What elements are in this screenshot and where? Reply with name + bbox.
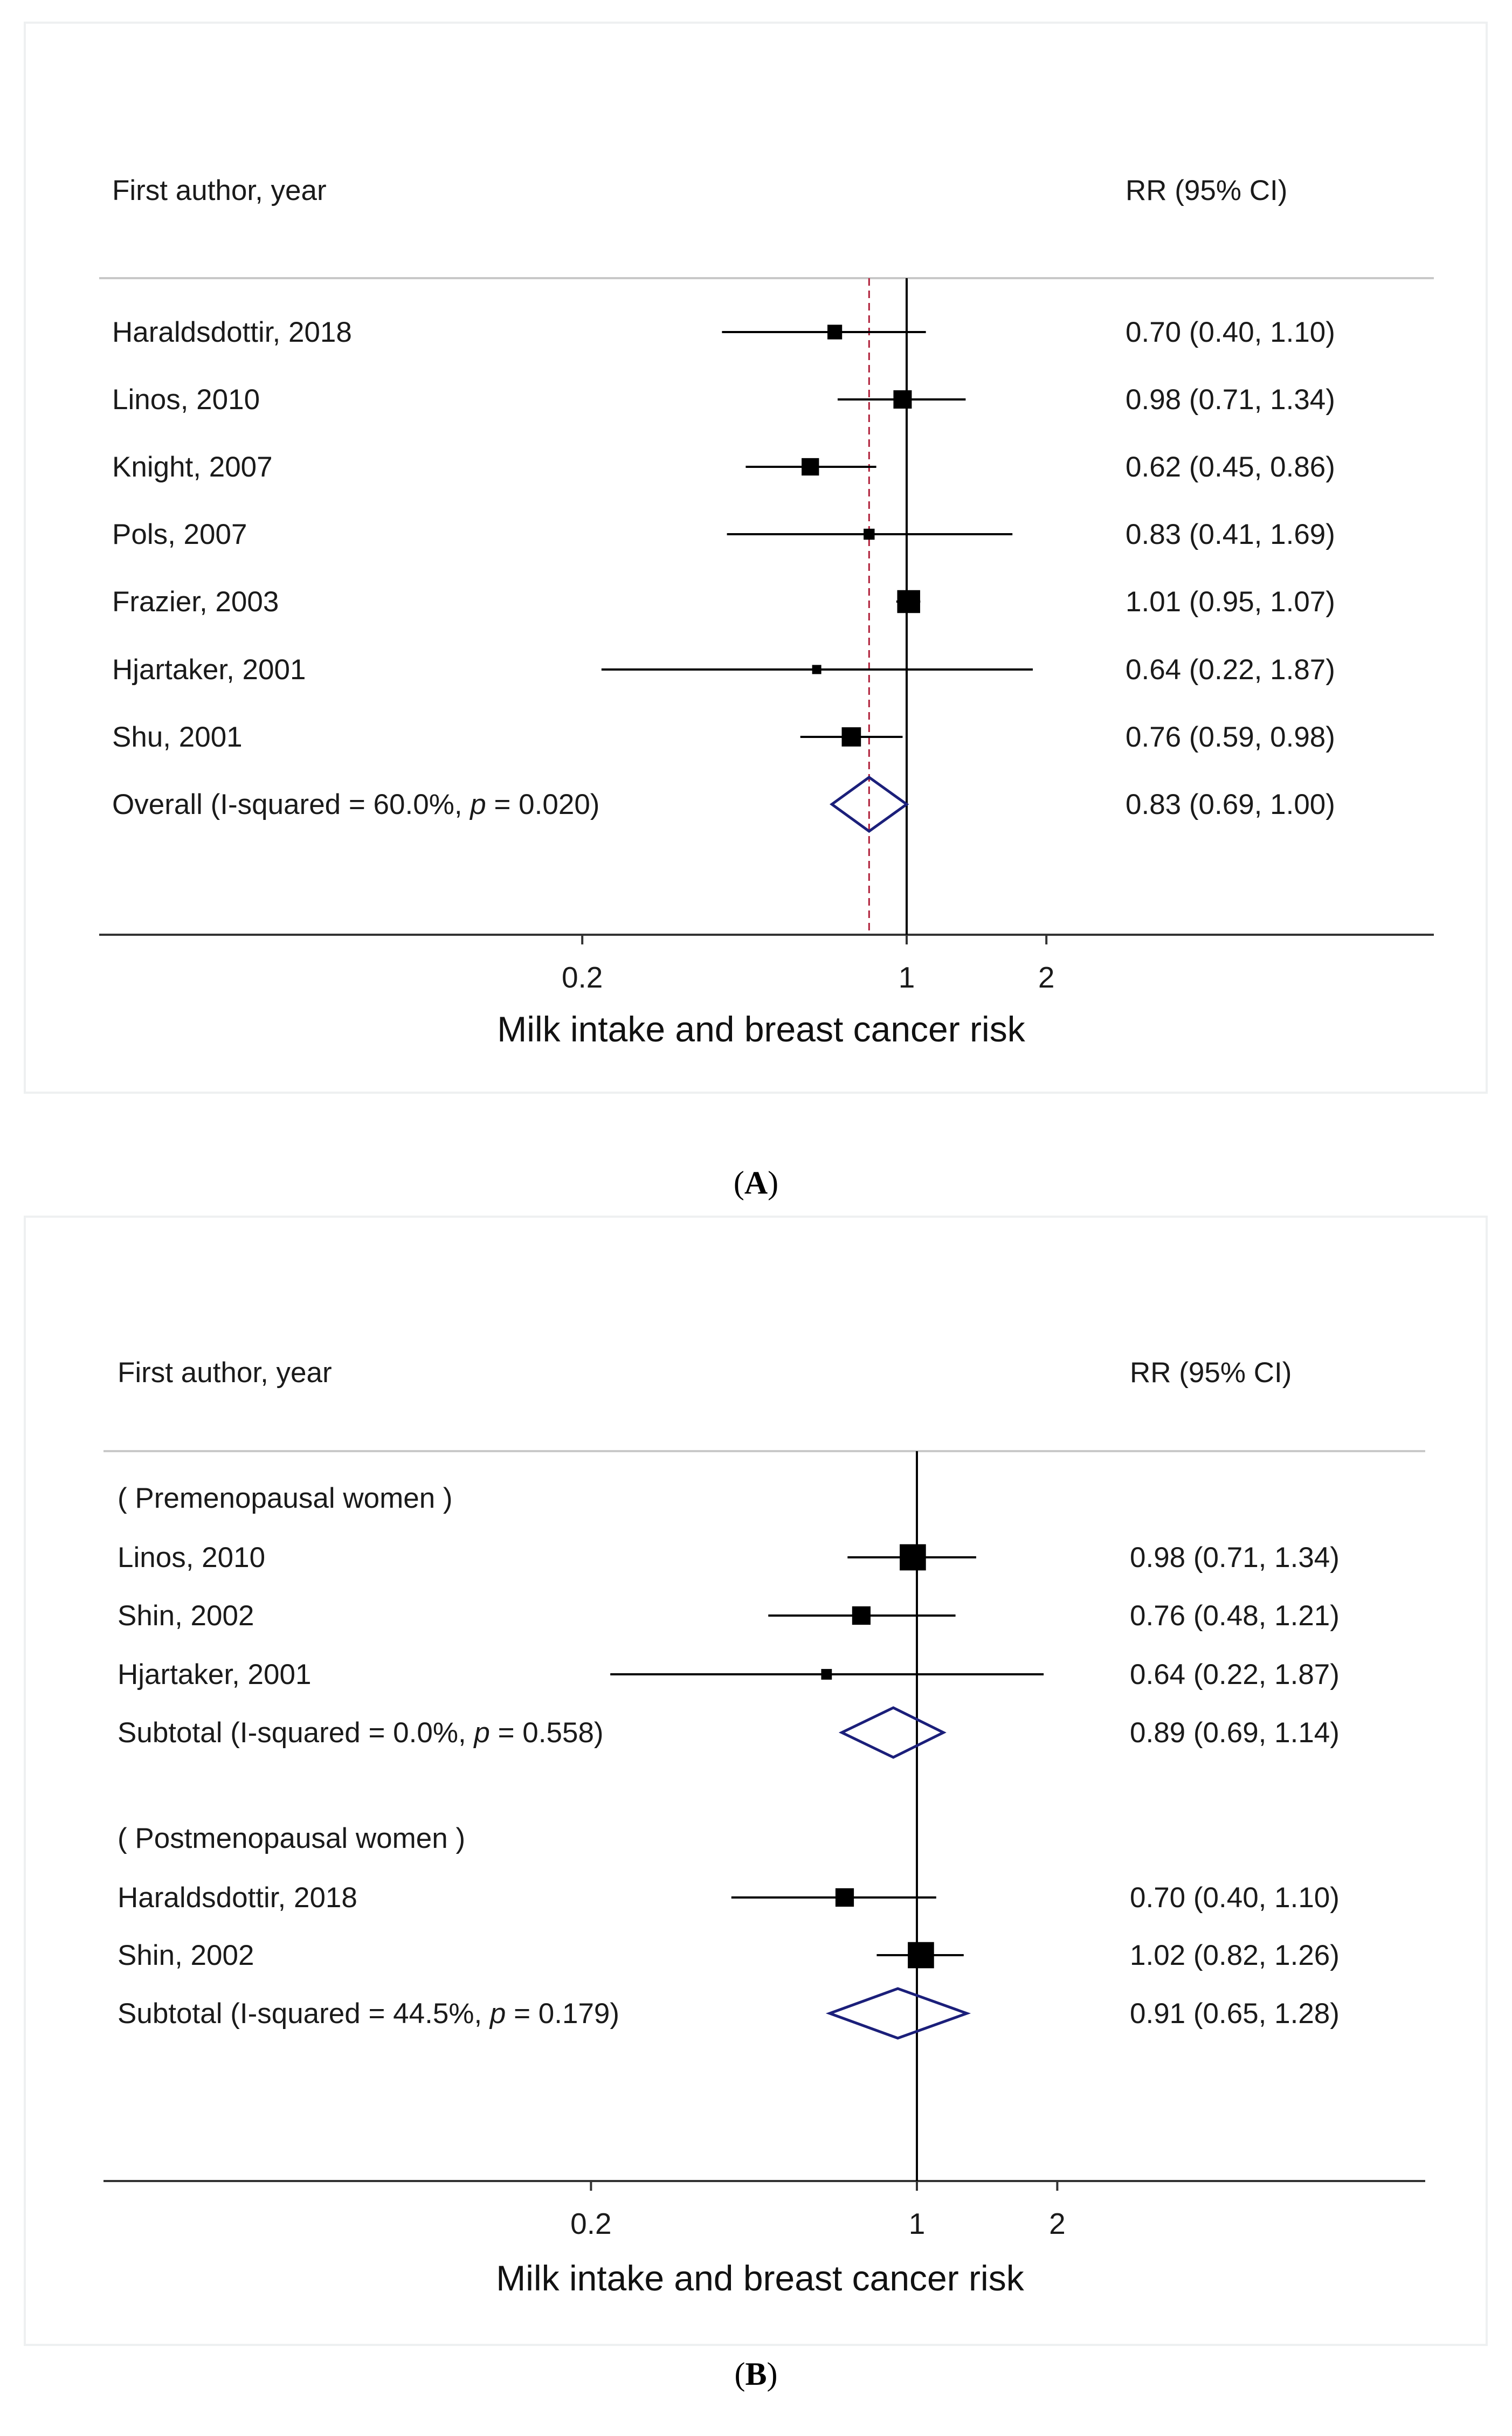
effect-size-text: 0.98 (0.71, 1.34): [1126, 384, 1335, 416]
effect-size-text: 0.76 (0.59, 0.98): [1126, 721, 1335, 753]
study-label: Hjartaker, 2001: [112, 654, 306, 686]
x-tick-label: 0.2: [570, 2207, 611, 2240]
pooled-estimate-diamond: [825, 1987, 971, 2040]
effect-size-text: 0.91 (0.65, 1.28): [1130, 1998, 1340, 2030]
pooled-label-suffix: = 0.020): [486, 789, 600, 820]
header-left: First author, year: [112, 175, 327, 206]
x-tick-label: 0.2: [562, 961, 603, 994]
pooled-label-prefix: Subtotal (I-squared = 0.0%,: [118, 1717, 474, 1749]
x-tick-label: 1: [909, 2207, 926, 2240]
pooled-estimate-diamond: [829, 775, 909, 833]
x-tick-label: 2: [1049, 2207, 1066, 2240]
effect-size-text: 0.64 (0.22, 1.87): [1130, 1659, 1340, 1690]
header-left: First author, year: [118, 1357, 332, 1389]
pooled-label: Subtotal (I-squared = 44.5%, p = 0.179): [118, 1998, 619, 2030]
study-label: Haraldsdottir, 2018: [112, 316, 352, 348]
pooled-estimate-diamond: [838, 1706, 947, 1759]
effect-size-text: 0.83 (0.41, 1.69): [1126, 519, 1335, 550]
point-estimate-square: [900, 1544, 926, 1571]
study-label: Pols, 2007: [112, 519, 247, 550]
x-axis-label: Milk intake and breast cancer risk: [496, 2258, 1024, 2298]
pooled-label-suffix: = 0.558): [490, 1717, 604, 1749]
effect-size-text: 0.70 (0.40, 1.10): [1130, 1882, 1340, 1914]
effect-size-text: 0.83 (0.69, 1.00): [1126, 789, 1335, 820]
point-estimate-square: [827, 325, 843, 340]
x-axis-label: Milk intake and breast cancer risk: [497, 1009, 1025, 1049]
effect-size-text: 0.89 (0.69, 1.14): [1130, 1717, 1340, 1749]
p-value-symbol: p: [489, 1998, 506, 2030]
study-label: Linos, 2010: [118, 1542, 265, 1574]
point-estimate-square: [835, 1888, 854, 1907]
study-label: Hjartaker, 2001: [118, 1659, 311, 1690]
point-estimate-square: [802, 458, 819, 476]
point-estimate-square: [897, 590, 920, 613]
subgroup-label: ( Postmenopausal women ): [118, 1823, 465, 1854]
effect-size-text: 0.76 (0.48, 1.21): [1130, 1600, 1340, 1632]
header-right: RR (95% CI): [1126, 175, 1287, 206]
figure-caption-a: (A): [733, 1165, 779, 1200]
p-value-symbol: p: [473, 1717, 489, 1749]
pooled-label-prefix: Subtotal (I-squared = 44.5%,: [118, 1998, 490, 2030]
study-label: Shin, 2002: [118, 1600, 254, 1632]
point-estimate-square: [812, 665, 821, 674]
forest-plot-panel-b: First author, year RR (95% CI) 0.2 1 2 Milk i…: [24, 1216, 1488, 2346]
effect-size-text: 0.70 (0.40, 1.10): [1126, 316, 1335, 348]
study-label: Linos, 2010: [112, 384, 260, 416]
figure-caption-b: (B): [734, 2356, 778, 2392]
header-right: RR (95% CI): [1130, 1357, 1292, 1389]
point-estimate-square: [852, 1606, 871, 1625]
point-estimate-square: [841, 727, 861, 747]
subgroup-label: ( Premenopausal women ): [118, 1482, 453, 1514]
forest-plot-a: First author, year RR (95% CI) 0.2 1 2 Milk i…: [99, 175, 1434, 1049]
effect-size-text: 0.62 (0.45, 0.86): [1126, 451, 1335, 483]
study-label: Frazier, 2003: [112, 586, 279, 618]
pooled-label-suffix: = 0.179): [506, 1998, 619, 2030]
point-estimate-square: [893, 390, 912, 409]
point-estimate-square: [908, 1942, 934, 1969]
x-tick-label: 1: [899, 961, 915, 994]
study-label: Shin, 2002: [118, 1940, 254, 1971]
study-label: Haraldsdottir, 2018: [118, 1882, 357, 1914]
pooled-label: Subtotal (I-squared = 0.0%, p = 0.558): [118, 1717, 604, 1749]
forest-plot-panel-a: First author, year RR (95% CI) 0.2 1 2 Milk i…: [24, 22, 1488, 1094]
point-estimate-square: [864, 528, 875, 540]
effect-size-text: 0.98 (0.71, 1.34): [1130, 1542, 1340, 1574]
study-label: Knight, 2007: [112, 451, 273, 483]
x-tick-label: 2: [1038, 961, 1055, 994]
point-estimate-square: [821, 1669, 832, 1680]
pooled-label-prefix: Overall (I-squared = 60.0%,: [112, 789, 470, 820]
forest-plot-b: First author, year RR (95% CI) 0.2 1 2 Milk i…: [103, 1357, 1425, 2298]
p-value-symbol: p: [469, 789, 486, 820]
effect-size-text: 0.64 (0.22, 1.87): [1126, 654, 1335, 686]
pooled-label: Overall (I-squared = 60.0%, p = 0.020): [112, 789, 599, 820]
study-label: Shu, 2001: [112, 721, 243, 753]
effect-size-text: 1.01 (0.95, 1.07): [1126, 586, 1335, 618]
effect-size-text: 1.02 (0.82, 1.26): [1130, 1940, 1340, 1971]
